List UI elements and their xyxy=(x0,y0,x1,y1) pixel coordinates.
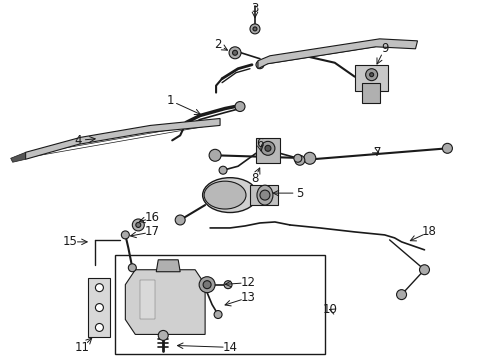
Polygon shape xyxy=(25,118,220,159)
Text: 15: 15 xyxy=(63,235,78,248)
Text: 14: 14 xyxy=(222,341,238,354)
Circle shape xyxy=(442,143,452,153)
Circle shape xyxy=(219,166,227,174)
Ellipse shape xyxy=(204,181,246,209)
Circle shape xyxy=(96,284,103,292)
Circle shape xyxy=(366,69,378,81)
Text: 10: 10 xyxy=(322,303,337,316)
Text: 6: 6 xyxy=(256,137,264,150)
Text: 16: 16 xyxy=(145,211,160,225)
Circle shape xyxy=(214,311,222,319)
Bar xyxy=(115,255,325,354)
Circle shape xyxy=(128,264,136,272)
Circle shape xyxy=(369,73,374,77)
Polygon shape xyxy=(250,185,278,205)
Text: 8: 8 xyxy=(251,172,259,185)
Polygon shape xyxy=(11,152,25,162)
Ellipse shape xyxy=(257,185,273,205)
Polygon shape xyxy=(125,270,205,334)
Circle shape xyxy=(96,324,103,332)
Circle shape xyxy=(136,222,141,228)
Text: 1: 1 xyxy=(167,94,174,107)
Text: 12: 12 xyxy=(241,276,255,289)
Text: 17: 17 xyxy=(145,225,160,238)
Circle shape xyxy=(419,265,429,275)
Circle shape xyxy=(233,50,238,55)
Circle shape xyxy=(96,303,103,311)
Text: 4: 4 xyxy=(74,134,82,147)
Polygon shape xyxy=(156,260,180,272)
Circle shape xyxy=(265,145,271,151)
Circle shape xyxy=(261,141,275,155)
Text: 3: 3 xyxy=(251,3,259,15)
Ellipse shape xyxy=(203,178,257,212)
Text: 2: 2 xyxy=(214,38,222,51)
Polygon shape xyxy=(89,278,110,337)
Polygon shape xyxy=(256,138,280,163)
Circle shape xyxy=(253,27,257,31)
Circle shape xyxy=(132,219,144,231)
Circle shape xyxy=(250,24,260,34)
Circle shape xyxy=(235,102,245,112)
Polygon shape xyxy=(355,65,388,91)
Circle shape xyxy=(304,152,316,164)
Circle shape xyxy=(175,215,185,225)
Text: 13: 13 xyxy=(241,291,255,304)
Text: 11: 11 xyxy=(75,341,90,354)
Circle shape xyxy=(199,277,215,293)
Circle shape xyxy=(158,330,168,341)
Circle shape xyxy=(209,149,221,161)
Polygon shape xyxy=(140,280,155,319)
Circle shape xyxy=(396,290,407,300)
Circle shape xyxy=(256,61,264,69)
Text: 18: 18 xyxy=(422,225,437,238)
Circle shape xyxy=(260,190,270,200)
Polygon shape xyxy=(258,39,417,69)
Polygon shape xyxy=(362,83,380,103)
Circle shape xyxy=(224,281,232,289)
Circle shape xyxy=(203,281,211,289)
Circle shape xyxy=(294,154,302,162)
Circle shape xyxy=(295,155,305,165)
Circle shape xyxy=(122,231,129,239)
Text: 5: 5 xyxy=(296,186,303,199)
Text: 7: 7 xyxy=(374,146,381,159)
Text: 9: 9 xyxy=(381,42,389,55)
Circle shape xyxy=(229,47,241,59)
